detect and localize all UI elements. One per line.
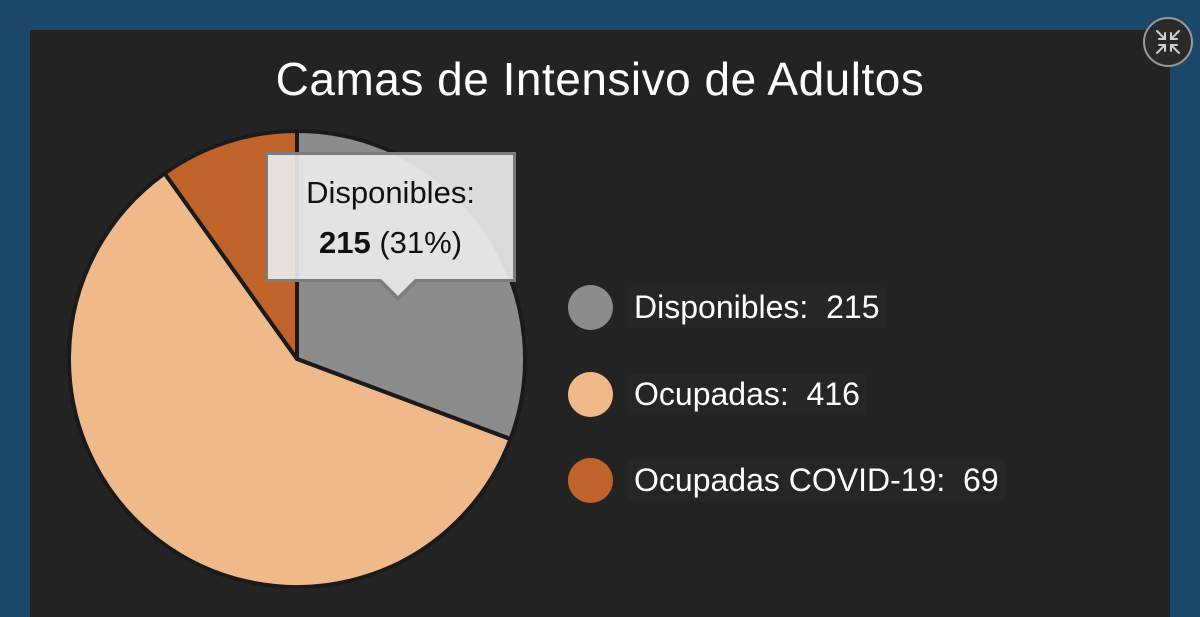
tooltip-value: 215 bbox=[318, 225, 371, 260]
pie-slice-ocupadas-covid[interactable] bbox=[162, 129, 299, 361]
legend-item-disponibles[interactable]: Disponibles: 215 bbox=[568, 284, 968, 330]
legend-label-disponibles: Disponibles: 215 bbox=[628, 286, 886, 328]
legend-item-ocupadas-covid[interactable]: Ocupadas COVID-19: 69 bbox=[568, 457, 1005, 503]
legend-item-ocupadas[interactable]: Ocupadas: 416 bbox=[568, 371, 968, 417]
tooltip-percent: (31%) bbox=[379, 225, 463, 260]
tooltip: Disponibles: 215 (31%) bbox=[265, 152, 516, 301]
legend-label-ocupadas-covid: Ocupadas COVID-19: 69 bbox=[628, 459, 1005, 501]
legend-swatch-disponibles bbox=[568, 284, 613, 330]
minimize-icon bbox=[1156, 30, 1180, 54]
legend-swatch-ocupadas-covid bbox=[568, 457, 613, 503]
tooltip-label: Disponibles: bbox=[306, 175, 475, 210]
legend-label-ocupadas: Ocupadas: 416 bbox=[628, 373, 866, 415]
chart-title: Camas de Intensivo de Adultos bbox=[275, 53, 925, 105]
pie-slice-ocupadas[interactable] bbox=[67, 171, 513, 589]
legend-swatch-ocupadas bbox=[568, 371, 613, 417]
pie-chart bbox=[67, 129, 527, 589]
minimize-button[interactable] bbox=[1143, 17, 1193, 67]
tooltip-value-line: 215 (31%) bbox=[268, 225, 513, 261]
